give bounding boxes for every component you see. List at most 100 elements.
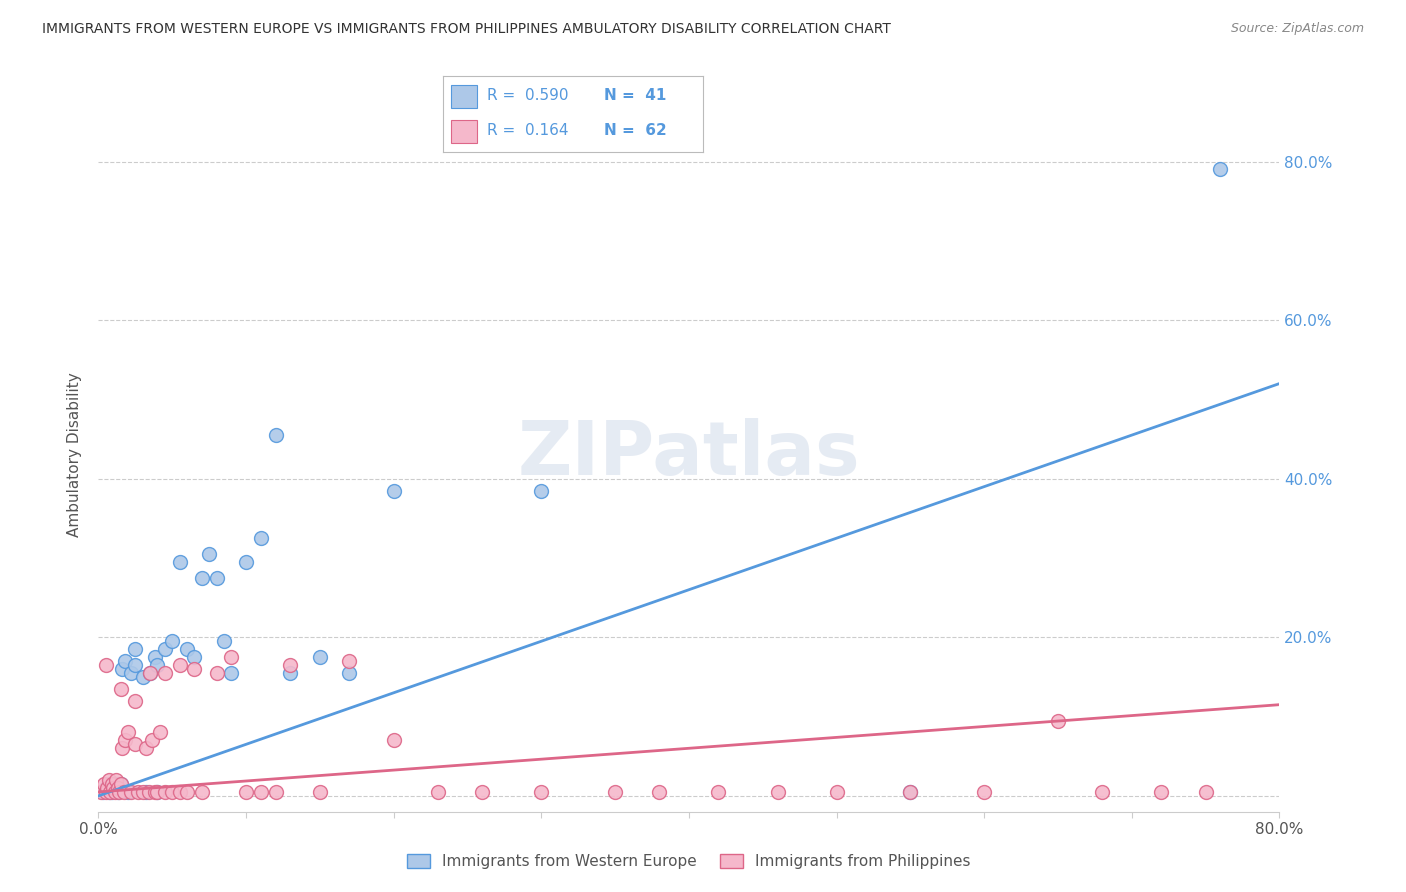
Point <box>707 785 730 799</box>
Point <box>309 650 332 665</box>
Point <box>900 785 922 799</box>
Point <box>98 785 121 799</box>
Point <box>427 785 450 799</box>
Point <box>110 681 132 696</box>
Point <box>110 777 132 791</box>
Text: R =  0.164: R = 0.164 <box>486 123 568 138</box>
Point <box>100 777 122 791</box>
Point <box>1195 785 1218 799</box>
Point <box>825 785 848 799</box>
Point <box>117 725 139 739</box>
Point <box>146 785 169 799</box>
Point <box>90 785 112 799</box>
Point <box>135 741 157 756</box>
Bar <box>451 120 477 143</box>
Point <box>132 670 155 684</box>
Point <box>219 665 242 680</box>
Point <box>530 483 553 498</box>
Point <box>124 737 146 751</box>
Point <box>141 733 163 747</box>
Point <box>176 785 198 799</box>
Point <box>162 785 183 799</box>
Text: R =  0.590: R = 0.590 <box>486 88 568 103</box>
Point <box>91 785 114 799</box>
Point <box>98 777 121 791</box>
Bar <box>451 85 477 108</box>
Point <box>169 555 191 569</box>
Point <box>94 780 117 795</box>
Point <box>278 658 302 673</box>
Point <box>264 428 287 442</box>
Point <box>1091 785 1114 799</box>
Point <box>183 650 205 665</box>
Point <box>103 780 125 795</box>
Point <box>103 780 125 795</box>
Point <box>139 665 162 680</box>
Point <box>94 785 117 799</box>
Point <box>235 555 257 569</box>
Point <box>105 777 128 791</box>
Point <box>250 785 273 799</box>
Point <box>264 785 287 799</box>
Point <box>100 785 122 799</box>
Point <box>110 777 132 791</box>
Point <box>205 665 228 680</box>
Point <box>339 654 360 668</box>
Point <box>124 658 146 673</box>
Point <box>97 772 120 787</box>
Point <box>124 642 146 657</box>
Point <box>93 777 115 791</box>
Point <box>143 785 166 799</box>
Point <box>153 665 176 680</box>
Point <box>153 642 176 657</box>
Point <box>339 665 360 680</box>
Point <box>135 785 157 799</box>
Point <box>900 785 922 799</box>
Point <box>219 650 242 665</box>
Point <box>169 658 191 673</box>
Point <box>146 658 169 673</box>
Point <box>138 785 160 799</box>
Point <box>382 483 405 498</box>
Point <box>149 725 172 739</box>
Point <box>973 785 995 799</box>
Point <box>132 785 155 799</box>
Point <box>94 658 117 673</box>
Point <box>198 547 221 561</box>
Point <box>153 785 176 799</box>
Point <box>139 665 162 680</box>
Point <box>107 785 129 799</box>
Point <box>114 654 136 668</box>
Point <box>105 772 128 787</box>
Point <box>96 780 118 795</box>
Point <box>146 785 169 799</box>
Point <box>212 634 235 648</box>
Point <box>124 694 146 708</box>
Point <box>530 785 553 799</box>
Point <box>278 665 302 680</box>
Point <box>309 785 332 799</box>
Point <box>111 741 134 756</box>
Point <box>191 785 214 799</box>
Point <box>605 785 627 799</box>
Point <box>162 634 183 648</box>
Point <box>250 531 273 545</box>
Point <box>1150 785 1173 799</box>
Point <box>114 733 136 747</box>
Point <box>205 571 228 585</box>
Point <box>191 571 214 585</box>
Y-axis label: Ambulatory Disability: Ambulatory Disability <box>67 373 83 537</box>
Text: IMMIGRANTS FROM WESTERN EUROPE VS IMMIGRANTS FROM PHILIPPINES AMBULATORY DISABIL: IMMIGRANTS FROM WESTERN EUROPE VS IMMIGR… <box>42 22 891 37</box>
Point <box>117 785 139 799</box>
Point <box>127 785 149 799</box>
Point <box>1209 162 1232 177</box>
Point <box>382 733 405 747</box>
Point <box>97 785 120 799</box>
Point <box>104 785 127 799</box>
Legend: Immigrants from Western Europe, Immigrants from Philippines: Immigrants from Western Europe, Immigran… <box>401 848 977 875</box>
Point <box>111 662 134 676</box>
Text: N =  62: N = 62 <box>605 123 666 138</box>
Text: N =  41: N = 41 <box>605 88 666 103</box>
Point <box>235 785 257 799</box>
Point <box>120 665 142 680</box>
